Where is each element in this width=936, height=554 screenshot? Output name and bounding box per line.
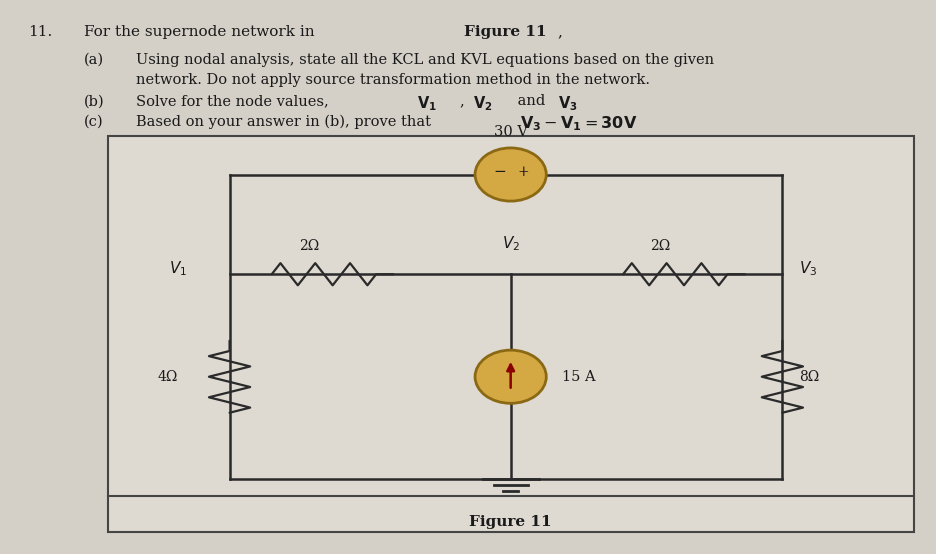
Text: Figure 11: Figure 11 [469,515,551,529]
Text: (b): (b) [84,94,105,108]
Text: 4Ω: 4Ω [157,370,178,384]
Text: Based on your answer in (b), prove that: Based on your answer in (b), prove that [136,115,435,129]
Text: $\mathbf{V_1}$: $\mathbf{V_1}$ [417,94,436,113]
Text: 11.: 11. [28,25,52,39]
Text: (c): (c) [84,115,104,129]
Text: 8Ω: 8Ω [798,370,819,384]
Text: $V_1$: $V_1$ [169,259,187,278]
Text: 2Ω: 2Ω [299,239,319,253]
Text: network. Do not apply source transformation method in the network.: network. Do not apply source transformat… [136,73,650,87]
Text: $\mathbf{V_3} - \mathbf{V_1} = \mathbf{30V}$: $\mathbf{V_3} - \mathbf{V_1} = \mathbf{3… [519,115,636,134]
Text: +: + [518,165,529,179]
Ellipse shape [475,350,546,403]
Text: $\mathbf{V_3}$: $\mathbf{V_3}$ [557,94,577,113]
Ellipse shape [475,148,546,201]
Text: Figure 11: Figure 11 [463,25,546,39]
Text: 2Ω: 2Ω [650,239,670,253]
Text: Using nodal analysis, state all the KCL and KVL equations based on the given: Using nodal analysis, state all the KCL … [136,53,713,66]
Text: ,: , [459,94,463,108]
Text: 30 V: 30 V [493,125,527,138]
Text: −: − [492,165,505,179]
Text: For the supernode network in: For the supernode network in [84,25,319,39]
Text: $V_3$: $V_3$ [798,259,817,278]
Text: and: and [513,94,549,108]
Text: (a): (a) [84,53,104,66]
Text: 15 A: 15 A [562,370,595,384]
Text: $\mathbf{V_2}$: $\mathbf{V_2}$ [473,94,492,113]
Text: Solve for the node values,: Solve for the node values, [136,94,333,108]
Text: $V_2$: $V_2$ [501,234,519,253]
Text: ,: , [557,25,562,39]
FancyBboxPatch shape [108,136,913,532]
